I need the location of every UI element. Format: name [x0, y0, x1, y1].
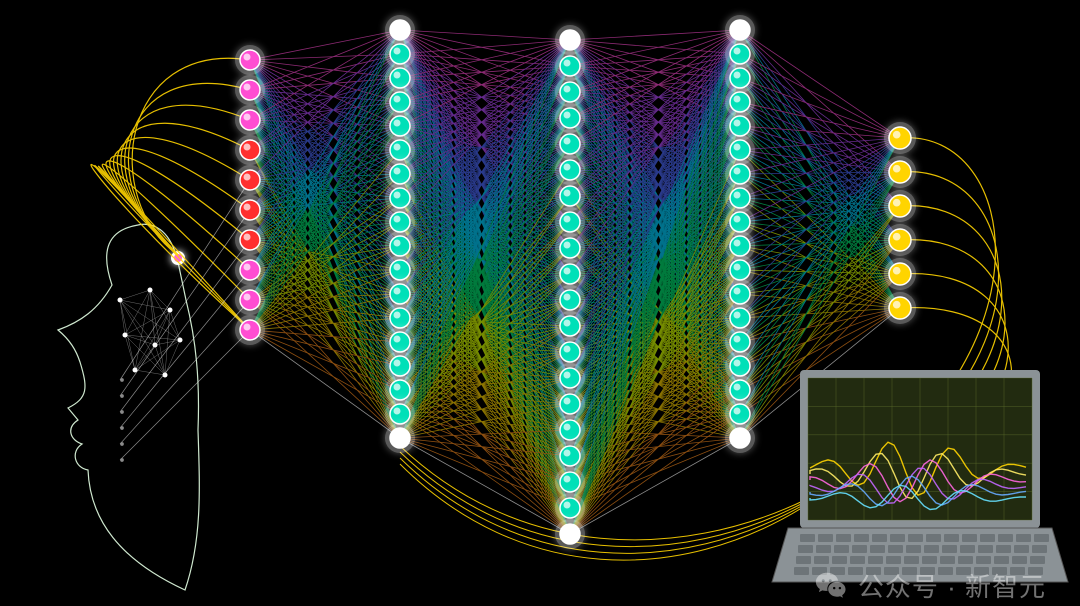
node-L2-2 [560, 82, 580, 102]
node-L3-12 [730, 308, 750, 328]
node-L0-0 [240, 50, 260, 70]
node-L3-5 [730, 140, 750, 160]
node-L4-1 [889, 161, 911, 183]
node-L0-6 [240, 230, 260, 250]
node-L2-15 [560, 420, 580, 440]
node-L2-3 [560, 108, 580, 128]
node-L0-4 [240, 170, 260, 190]
node-L3-10 [730, 260, 750, 280]
node-L1-11 [390, 284, 410, 304]
node-L1-17 [390, 428, 410, 448]
node-L2-8 [560, 238, 580, 258]
node-L2-19 [560, 524, 580, 544]
node-L2-11 [560, 316, 580, 336]
node-L4-0 [889, 127, 911, 149]
node-L0-5 [240, 200, 260, 220]
node-L2-4 [560, 134, 580, 154]
node-L3-17 [730, 428, 750, 448]
node-L3-7 [730, 188, 750, 208]
node-L1-13 [390, 332, 410, 352]
watermark-text: 公众号 · 新智元 [858, 567, 1046, 604]
node-L1-4 [390, 116, 410, 136]
node-L3-13 [730, 332, 750, 352]
node-L2-13 [560, 368, 580, 388]
node-L1-6 [390, 164, 410, 184]
node-L1-12 [390, 308, 410, 328]
node-L0-8 [240, 290, 260, 310]
node-L3-14 [730, 356, 750, 376]
node-L0-3 [240, 140, 260, 160]
node-L4-4 [889, 263, 911, 285]
node-L3-16 [730, 404, 750, 424]
node-L1-10 [390, 260, 410, 280]
node-L4-3 [889, 229, 911, 251]
node-L2-0 [560, 30, 580, 50]
node-L2-5 [560, 160, 580, 180]
node-L1-5 [390, 140, 410, 160]
laptop [772, 370, 1068, 582]
node-L0-7 [240, 260, 260, 280]
node-L3-1 [730, 44, 750, 64]
node-L3-0 [730, 20, 750, 40]
node-L1-0 [390, 20, 410, 40]
node-L3-3 [730, 92, 750, 112]
node-L4-5 [889, 297, 911, 319]
node-L2-18 [560, 498, 580, 518]
node-L3-4 [730, 116, 750, 136]
node-L3-8 [730, 212, 750, 232]
node-L1-2 [390, 68, 410, 88]
node-L1-8 [390, 212, 410, 232]
node-L1-1 [390, 44, 410, 64]
node-L2-12 [560, 342, 580, 362]
node-L1-14 [390, 356, 410, 376]
wechat-icon [814, 569, 848, 603]
node-L1-9 [390, 236, 410, 256]
node-L0-1 [240, 80, 260, 100]
node-L2-14 [560, 394, 580, 414]
node-L2-1 [560, 56, 580, 76]
node-L2-10 [560, 290, 580, 310]
watermark: 公众号 · 新智元 [814, 567, 1046, 604]
node-L3-15 [730, 380, 750, 400]
human-head [58, 224, 199, 590]
node-L4-2 [889, 195, 911, 217]
node-L3-9 [730, 236, 750, 256]
node-L1-16 [390, 404, 410, 424]
node-L2-17 [560, 472, 580, 492]
node-L3-6 [730, 164, 750, 184]
node-L1-3 [390, 92, 410, 112]
node-L3-2 [730, 68, 750, 88]
node-L0-2 [240, 110, 260, 130]
node-L2-9 [560, 264, 580, 284]
node-L0-9 [240, 320, 260, 340]
node-L1-7 [390, 188, 410, 208]
node-L2-7 [560, 212, 580, 232]
neural-network-illustration [0, 0, 1080, 606]
node-L1-15 [390, 380, 410, 400]
node-L2-6 [560, 186, 580, 206]
node-L2-16 [560, 446, 580, 466]
node-L3-11 [730, 284, 750, 304]
